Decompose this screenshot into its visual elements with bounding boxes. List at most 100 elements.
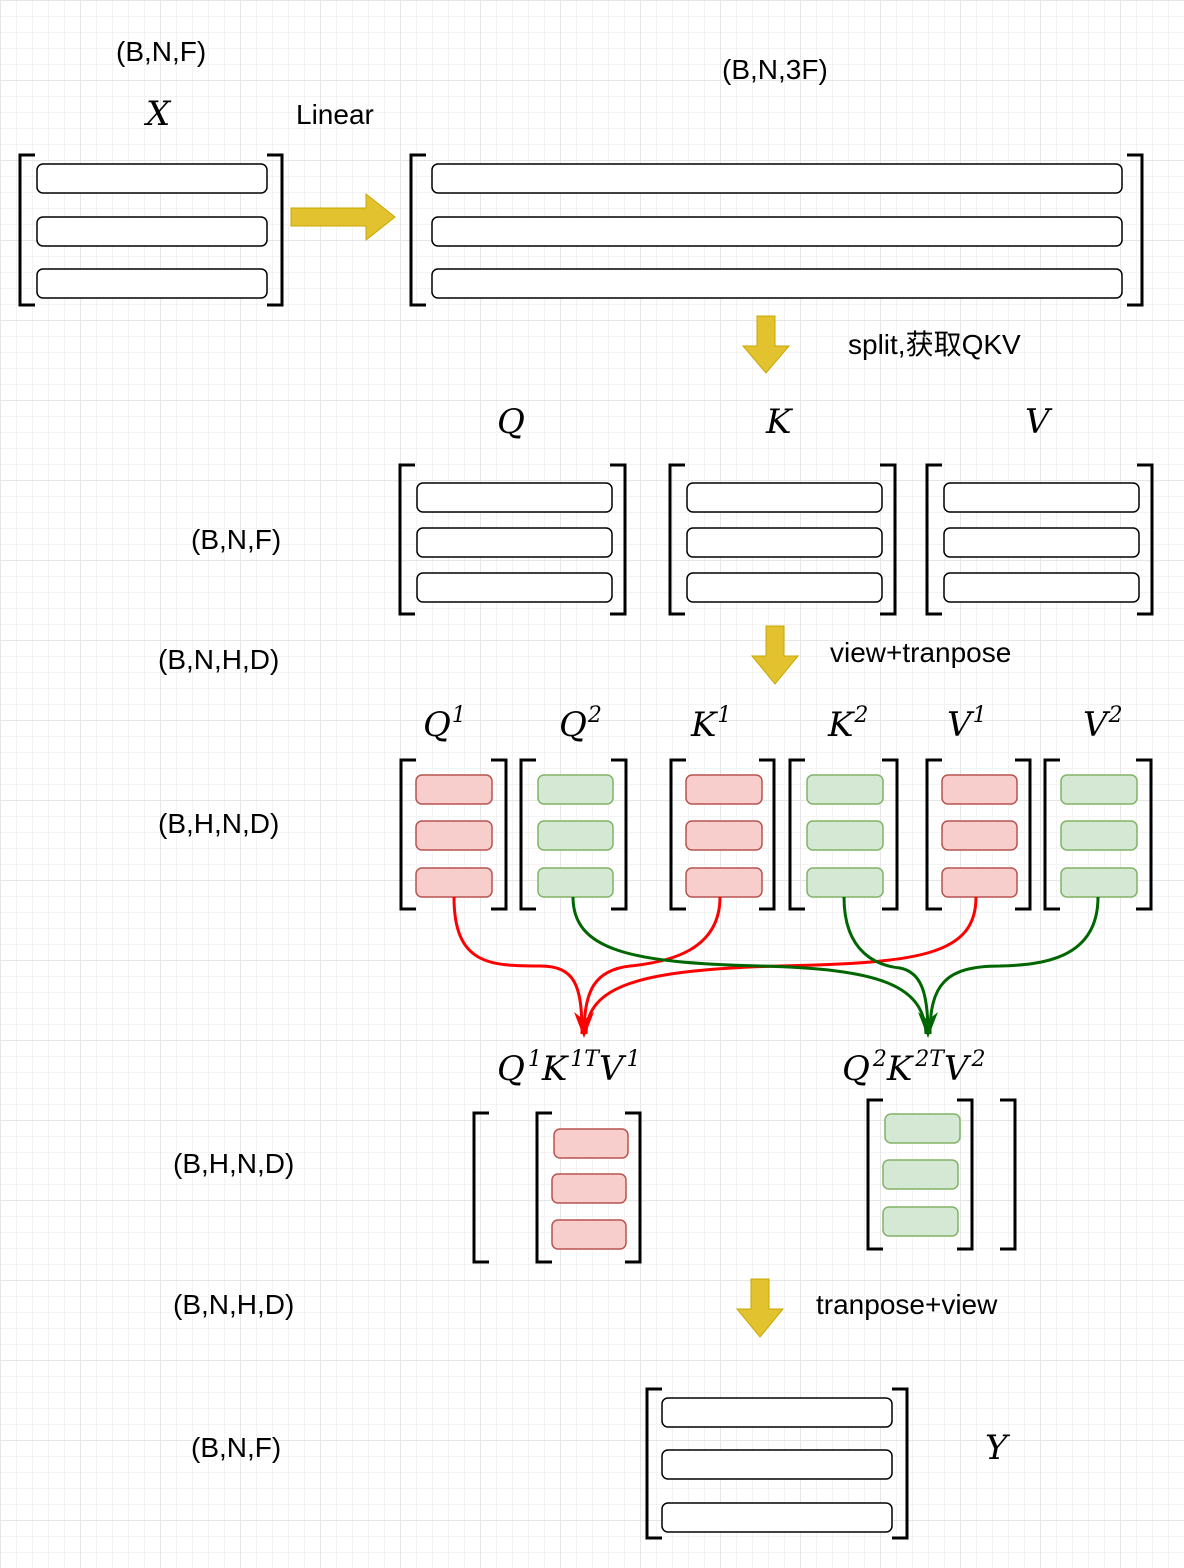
- attention-head2-k-sup: 2T: [915, 1047, 944, 1072]
- k-row-3: [686, 572, 883, 603]
- q-row-2: [416, 527, 613, 558]
- q2-to-attention-curve: [571, 896, 928, 1035]
- attention-head1-row-3: [551, 1219, 627, 1250]
- x-row-1: [36, 163, 268, 194]
- v1-matrix: [925, 758, 1032, 911]
- k1-bracket-left: [669, 758, 686, 911]
- k2-row-3: [806, 867, 884, 898]
- v2-bracket-left: [1043, 758, 1060, 911]
- v1-bracket-right: [1015, 758, 1032, 911]
- attention-transposed-shape-label: (B,N,H,D): [173, 1289, 295, 1320]
- x-row-2: [36, 216, 268, 247]
- v-row-2: [943, 527, 1140, 558]
- q1-row-2: [415, 820, 493, 851]
- attention-head1-k: K: [541, 1049, 568, 1089]
- q1-label-base: Q: [423, 705, 451, 745]
- v2-label: V2: [1083, 696, 1123, 745]
- q1-label: Q1: [423, 696, 466, 745]
- transpose-view-arrow: [735, 1278, 785, 1338]
- linear-output-matrix: [409, 153, 1144, 307]
- qkv-split-shape-label: (B,N,F): [191, 524, 282, 555]
- v2-row-3: [1060, 867, 1138, 898]
- k-matrix-label: K: [766, 402, 792, 442]
- q1-bracket-left: [399, 758, 416, 911]
- x-bracket-right: [267, 153, 284, 307]
- v-row-1: [943, 482, 1140, 513]
- split-arrow: [741, 315, 791, 374]
- y-matrix: [645, 1387, 909, 1540]
- k2-label-sup: 2: [854, 703, 869, 728]
- head2-flow-arrowhead: [918, 1012, 938, 1038]
- attention-head1-v-sup: 1: [626, 1047, 641, 1072]
- linear-output-row-3: [431, 268, 1123, 299]
- attention-head2-k: K: [886, 1049, 913, 1089]
- attention-head1-v: V: [598, 1049, 624, 1089]
- k1-row-3: [685, 867, 763, 898]
- v1-label-sup: 1: [972, 703, 987, 728]
- q2-row-3: [537, 867, 614, 898]
- k2-row-1: [806, 774, 884, 805]
- q2-bracket-right: [611, 758, 628, 911]
- k2-row-2: [806, 820, 884, 851]
- x-shape-label: (B,N,F): [116, 36, 207, 67]
- y-row-2: [661, 1449, 893, 1480]
- v1-row-3: [941, 867, 1018, 898]
- attention-head2-label: Q 2K 2TV 2: [842, 1040, 986, 1089]
- k1-row-2: [685, 820, 763, 851]
- q2-bracket-left: [519, 758, 536, 911]
- qkv-view-shape-label: (B,N,H,D): [158, 644, 280, 675]
- x-bracket-left: [18, 153, 35, 307]
- k1-label-base: K: [691, 705, 717, 745]
- q2-label-base: Q: [559, 705, 587, 745]
- q2-row-2: [537, 820, 614, 851]
- v2-matrix: [1043, 758, 1153, 911]
- view-transpose-arrow: [750, 625, 800, 685]
- attention-head1-matrix: [472, 1111, 642, 1264]
- attention-head2-row-3: [882, 1206, 959, 1237]
- v2-label-base: V: [1083, 705, 1108, 745]
- k1-matrix: [669, 758, 776, 911]
- y-matrix-label: Y: [985, 1428, 1008, 1468]
- attention-head1-label: Q 1K 1TV 1: [497, 1040, 641, 1089]
- linear-output-shape-label: (B,N,3F): [722, 54, 828, 85]
- v1-row-2: [941, 820, 1018, 851]
- v-bracket-right: [1137, 463, 1154, 616]
- q-row-1: [416, 482, 613, 513]
- attention-head1-row-1: [553, 1128, 629, 1159]
- v-row-3: [943, 572, 1140, 603]
- split-op-label: split,获取QKV: [848, 329, 1021, 360]
- q2-label: Q2: [559, 696, 602, 745]
- v1-label: V1: [947, 696, 987, 745]
- linear-arrow: [290, 192, 396, 242]
- attention-head1-bracket-right: [625, 1111, 642, 1264]
- k2-matrix: [788, 758, 899, 911]
- v-matrix-label: V: [1025, 402, 1050, 442]
- x-matrix: [18, 153, 284, 307]
- attention-head2-v-sup: 2: [971, 1047, 986, 1072]
- linear-op-label: Linear: [296, 99, 374, 130]
- q1-row-1: [415, 774, 493, 805]
- attention-head1-q-sup: 1: [527, 1047, 542, 1072]
- attention-head1-outer-bracket-left: [472, 1111, 489, 1264]
- k-bracket-right: [880, 463, 897, 616]
- linear-output-bracket-left: [409, 153, 426, 307]
- q-bracket-left: [398, 463, 415, 616]
- y-shape-label: (B,N,F): [191, 1432, 282, 1463]
- q1-label-sup: 1: [451, 703, 466, 728]
- q2-label-sup: 2: [587, 703, 602, 728]
- v-bracket-left: [925, 463, 942, 616]
- q2-matrix: [519, 758, 628, 911]
- v2-bracket-right: [1136, 758, 1153, 911]
- attention-head2-row-2: [882, 1159, 959, 1190]
- k-matrix: [668, 463, 897, 616]
- k1-label: K1: [691, 696, 731, 745]
- q-row-3: [416, 572, 613, 603]
- v1-label-base: V: [947, 705, 972, 745]
- k2-to-attention-curve: [842, 896, 930, 1035]
- x-row-3: [36, 268, 268, 299]
- v1-bracket-left: [925, 758, 942, 911]
- k-bracket-left: [668, 463, 685, 616]
- k2-label: K2: [828, 696, 868, 745]
- q1-bracket-right: [491, 758, 508, 911]
- attention-head2-q: Q: [842, 1049, 870, 1089]
